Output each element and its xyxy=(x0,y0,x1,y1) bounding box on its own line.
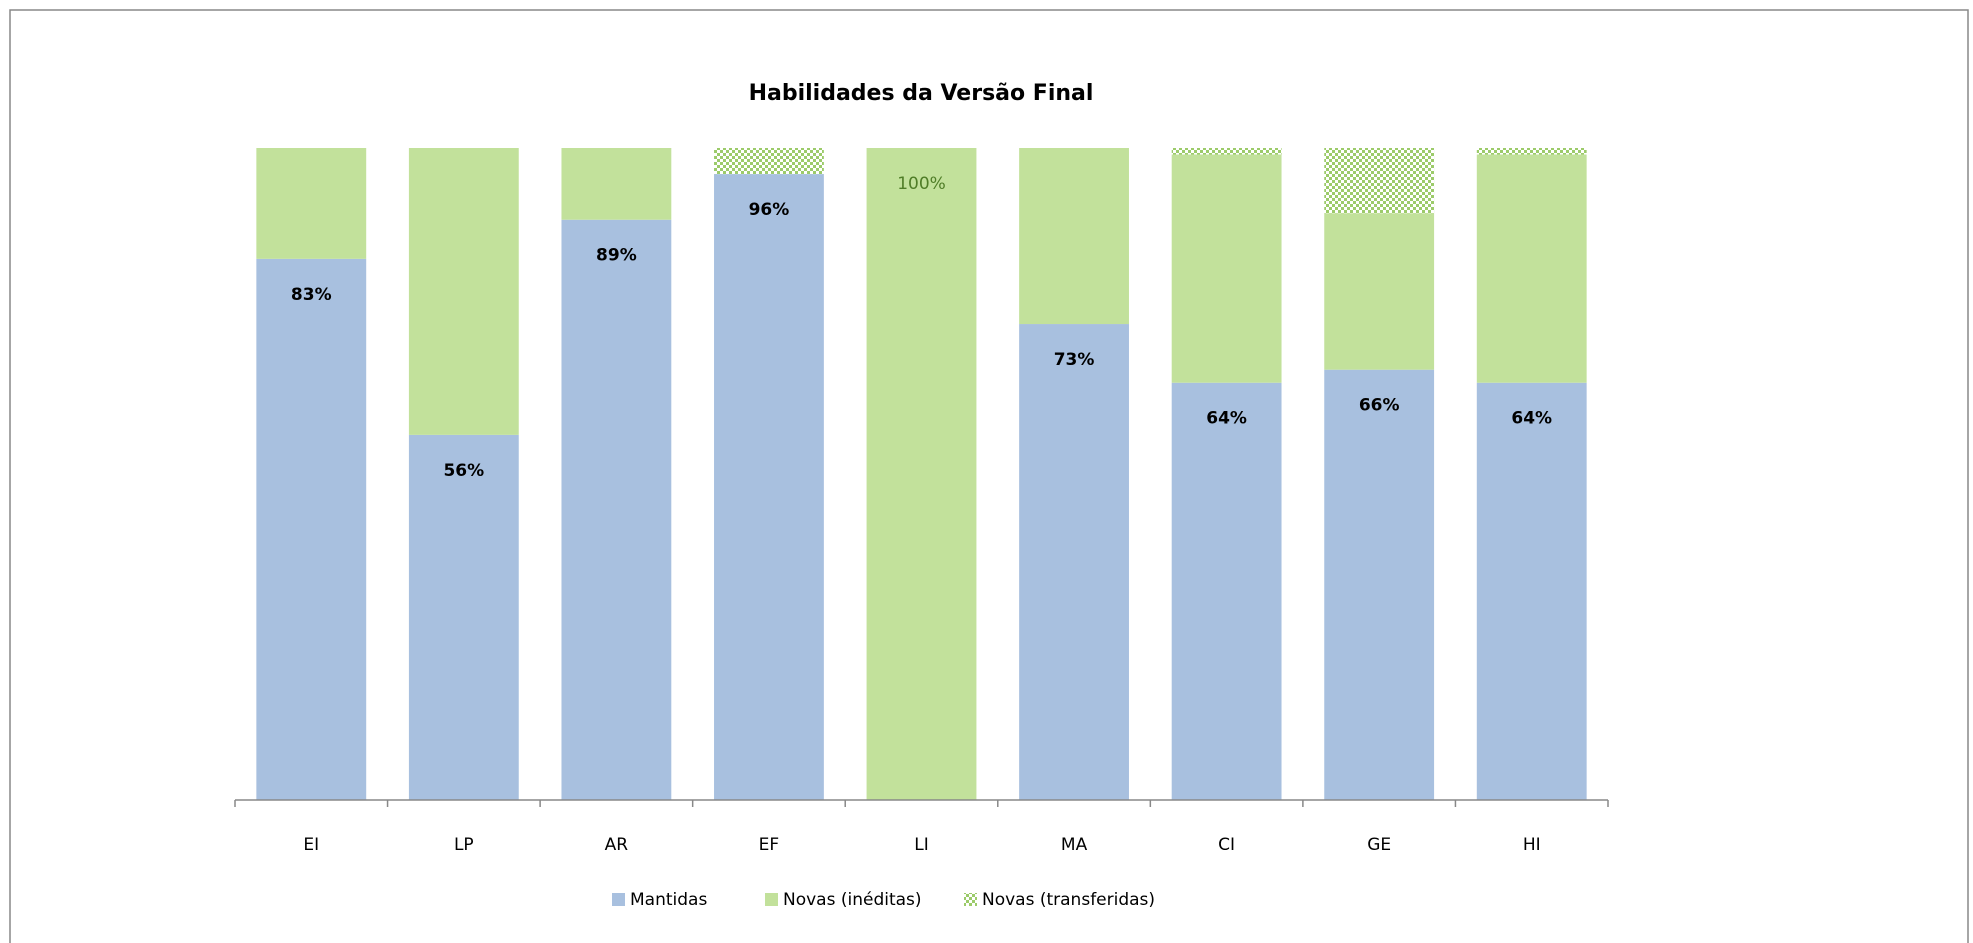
x-tick-label: AR xyxy=(605,835,629,855)
x-tick-label: HI xyxy=(1523,835,1541,855)
bar-segment xyxy=(1324,213,1435,370)
bar-segment xyxy=(1171,382,1282,800)
data-label: 56% xyxy=(443,461,484,481)
legend-swatch xyxy=(765,893,778,906)
bar-segment xyxy=(1019,324,1129,800)
x-tick-label: LI xyxy=(914,835,929,855)
bar-segment xyxy=(1171,154,1282,383)
legend-swatch xyxy=(964,893,977,906)
bar-segment xyxy=(1476,382,1587,800)
data-label: 64% xyxy=(1206,409,1247,429)
bar-segment xyxy=(561,219,672,801)
data-label: 89% xyxy=(596,246,637,266)
x-tick-label: EI xyxy=(303,835,319,855)
x-tick-label: CI xyxy=(1218,835,1235,855)
bar-segment xyxy=(256,148,367,259)
legend-label: Novas (transferidas) xyxy=(982,890,1155,910)
bar-segment xyxy=(408,148,519,435)
data-label: 96% xyxy=(749,200,790,220)
bar-segment xyxy=(866,148,977,800)
bar-segment xyxy=(561,148,672,220)
legend-swatch xyxy=(612,893,625,906)
data-label: 73% xyxy=(1054,350,1095,370)
data-label: 100% xyxy=(897,174,946,194)
bar-segment xyxy=(1019,148,1129,325)
bar-segment xyxy=(714,174,824,800)
bar-segment xyxy=(1171,148,1282,155)
chart-title: Habilidades da Versão Final xyxy=(749,81,1094,106)
bar-segment xyxy=(714,148,824,175)
bar-segment xyxy=(1476,154,1587,383)
x-tick-label: MA xyxy=(1061,835,1088,855)
bar-segment xyxy=(256,258,367,801)
data-label: 83% xyxy=(291,285,332,305)
data-label: 64% xyxy=(1511,409,1552,429)
x-tick-label: LP xyxy=(454,835,474,855)
data-label: 66% xyxy=(1359,396,1400,416)
bar-segment xyxy=(1324,369,1435,800)
x-tick-label: EF xyxy=(759,835,780,855)
bar-segment xyxy=(408,434,519,800)
bar-segment xyxy=(1324,148,1435,214)
legend-label: Mantidas xyxy=(630,890,707,910)
x-tick-label: GE xyxy=(1367,835,1391,855)
bar-segment xyxy=(1476,148,1587,155)
legend-label: Novas (inéditas) xyxy=(783,890,922,910)
